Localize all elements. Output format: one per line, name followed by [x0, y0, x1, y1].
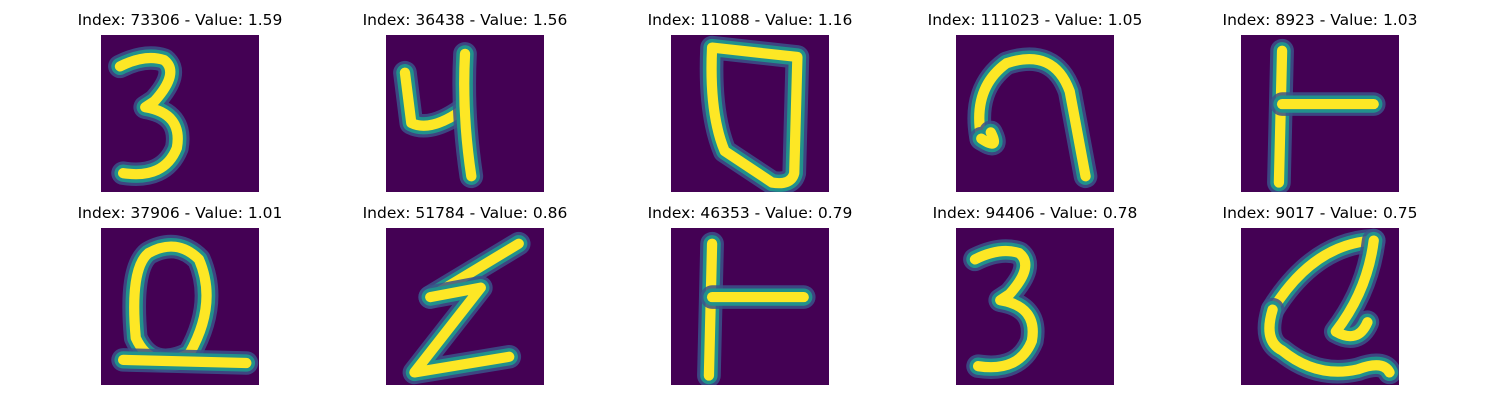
sample-image	[956, 228, 1114, 385]
sample-title: Index: 36438 - Value: 1.56	[362, 11, 568, 29]
shield-shape-icon	[699, 35, 810, 192]
sample-cell: Index: 111023 - Value: 1.05	[905, 0, 1165, 192]
sample-image	[386, 35, 544, 192]
sample-cell: Index: 73306 - Value: 1.59	[50, 0, 310, 192]
sample-cell: Index: 37906 - Value: 1.01	[50, 193, 310, 385]
sample-image	[1241, 228, 1399, 385]
sample-image	[101, 35, 259, 192]
letter-t-icon	[697, 231, 816, 385]
sample-title: Index: 37906 - Value: 1.01	[77, 204, 283, 222]
sample-cell: Index: 8923 - Value: 1.03	[1190, 0, 1450, 192]
sample-title: Index: 46353 - Value: 0.79	[647, 204, 853, 222]
sample-title: Index: 51784 - Value: 0.86	[362, 204, 568, 222]
sample-title: Index: 94406 - Value: 0.78	[932, 204, 1138, 222]
sample-title: Index: 11088 - Value: 1.16	[647, 11, 853, 29]
sample-image	[956, 35, 1114, 192]
sample-title: Index: 73306 - Value: 1.59	[77, 11, 283, 29]
letter-q-icon	[111, 234, 259, 375]
letter-z-icon	[402, 231, 531, 385]
sample-image	[386, 228, 544, 385]
sample-title: Index: 111023 - Value: 1.05	[927, 11, 1143, 29]
sample-title: Index: 8923 - Value: 1.03	[1222, 11, 1418, 29]
sample-image	[1241, 35, 1399, 192]
sample-title: Index: 9017 - Value: 0.75	[1222, 204, 1418, 222]
sample-cell: Index: 36438 - Value: 1.56	[335, 0, 595, 192]
letter-n-icon	[967, 47, 1098, 189]
letter-y-icon	[393, 42, 484, 189]
letter-t-icon	[1267, 38, 1386, 192]
sample-cell: Index: 51784 - Value: 0.86	[335, 193, 595, 385]
letter-a-icon	[1257, 228, 1399, 385]
sample-cell: Index: 94406 - Value: 0.78	[905, 193, 1165, 385]
sample-image	[101, 228, 259, 385]
sample-image	[671, 35, 829, 192]
digit-three-icon	[963, 239, 1045, 379]
sample-cell: Index: 46353 - Value: 0.79	[620, 193, 880, 385]
sample-image	[671, 228, 829, 385]
sample-cell: Index: 11088 - Value: 1.16	[620, 0, 880, 192]
sample-cell: Index: 9017 - Value: 0.75	[1190, 193, 1450, 385]
digit-three-icon	[108, 46, 190, 186]
